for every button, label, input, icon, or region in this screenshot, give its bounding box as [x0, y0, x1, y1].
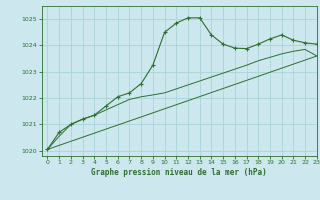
X-axis label: Graphe pression niveau de la mer (hPa): Graphe pression niveau de la mer (hPa) [91, 168, 267, 177]
